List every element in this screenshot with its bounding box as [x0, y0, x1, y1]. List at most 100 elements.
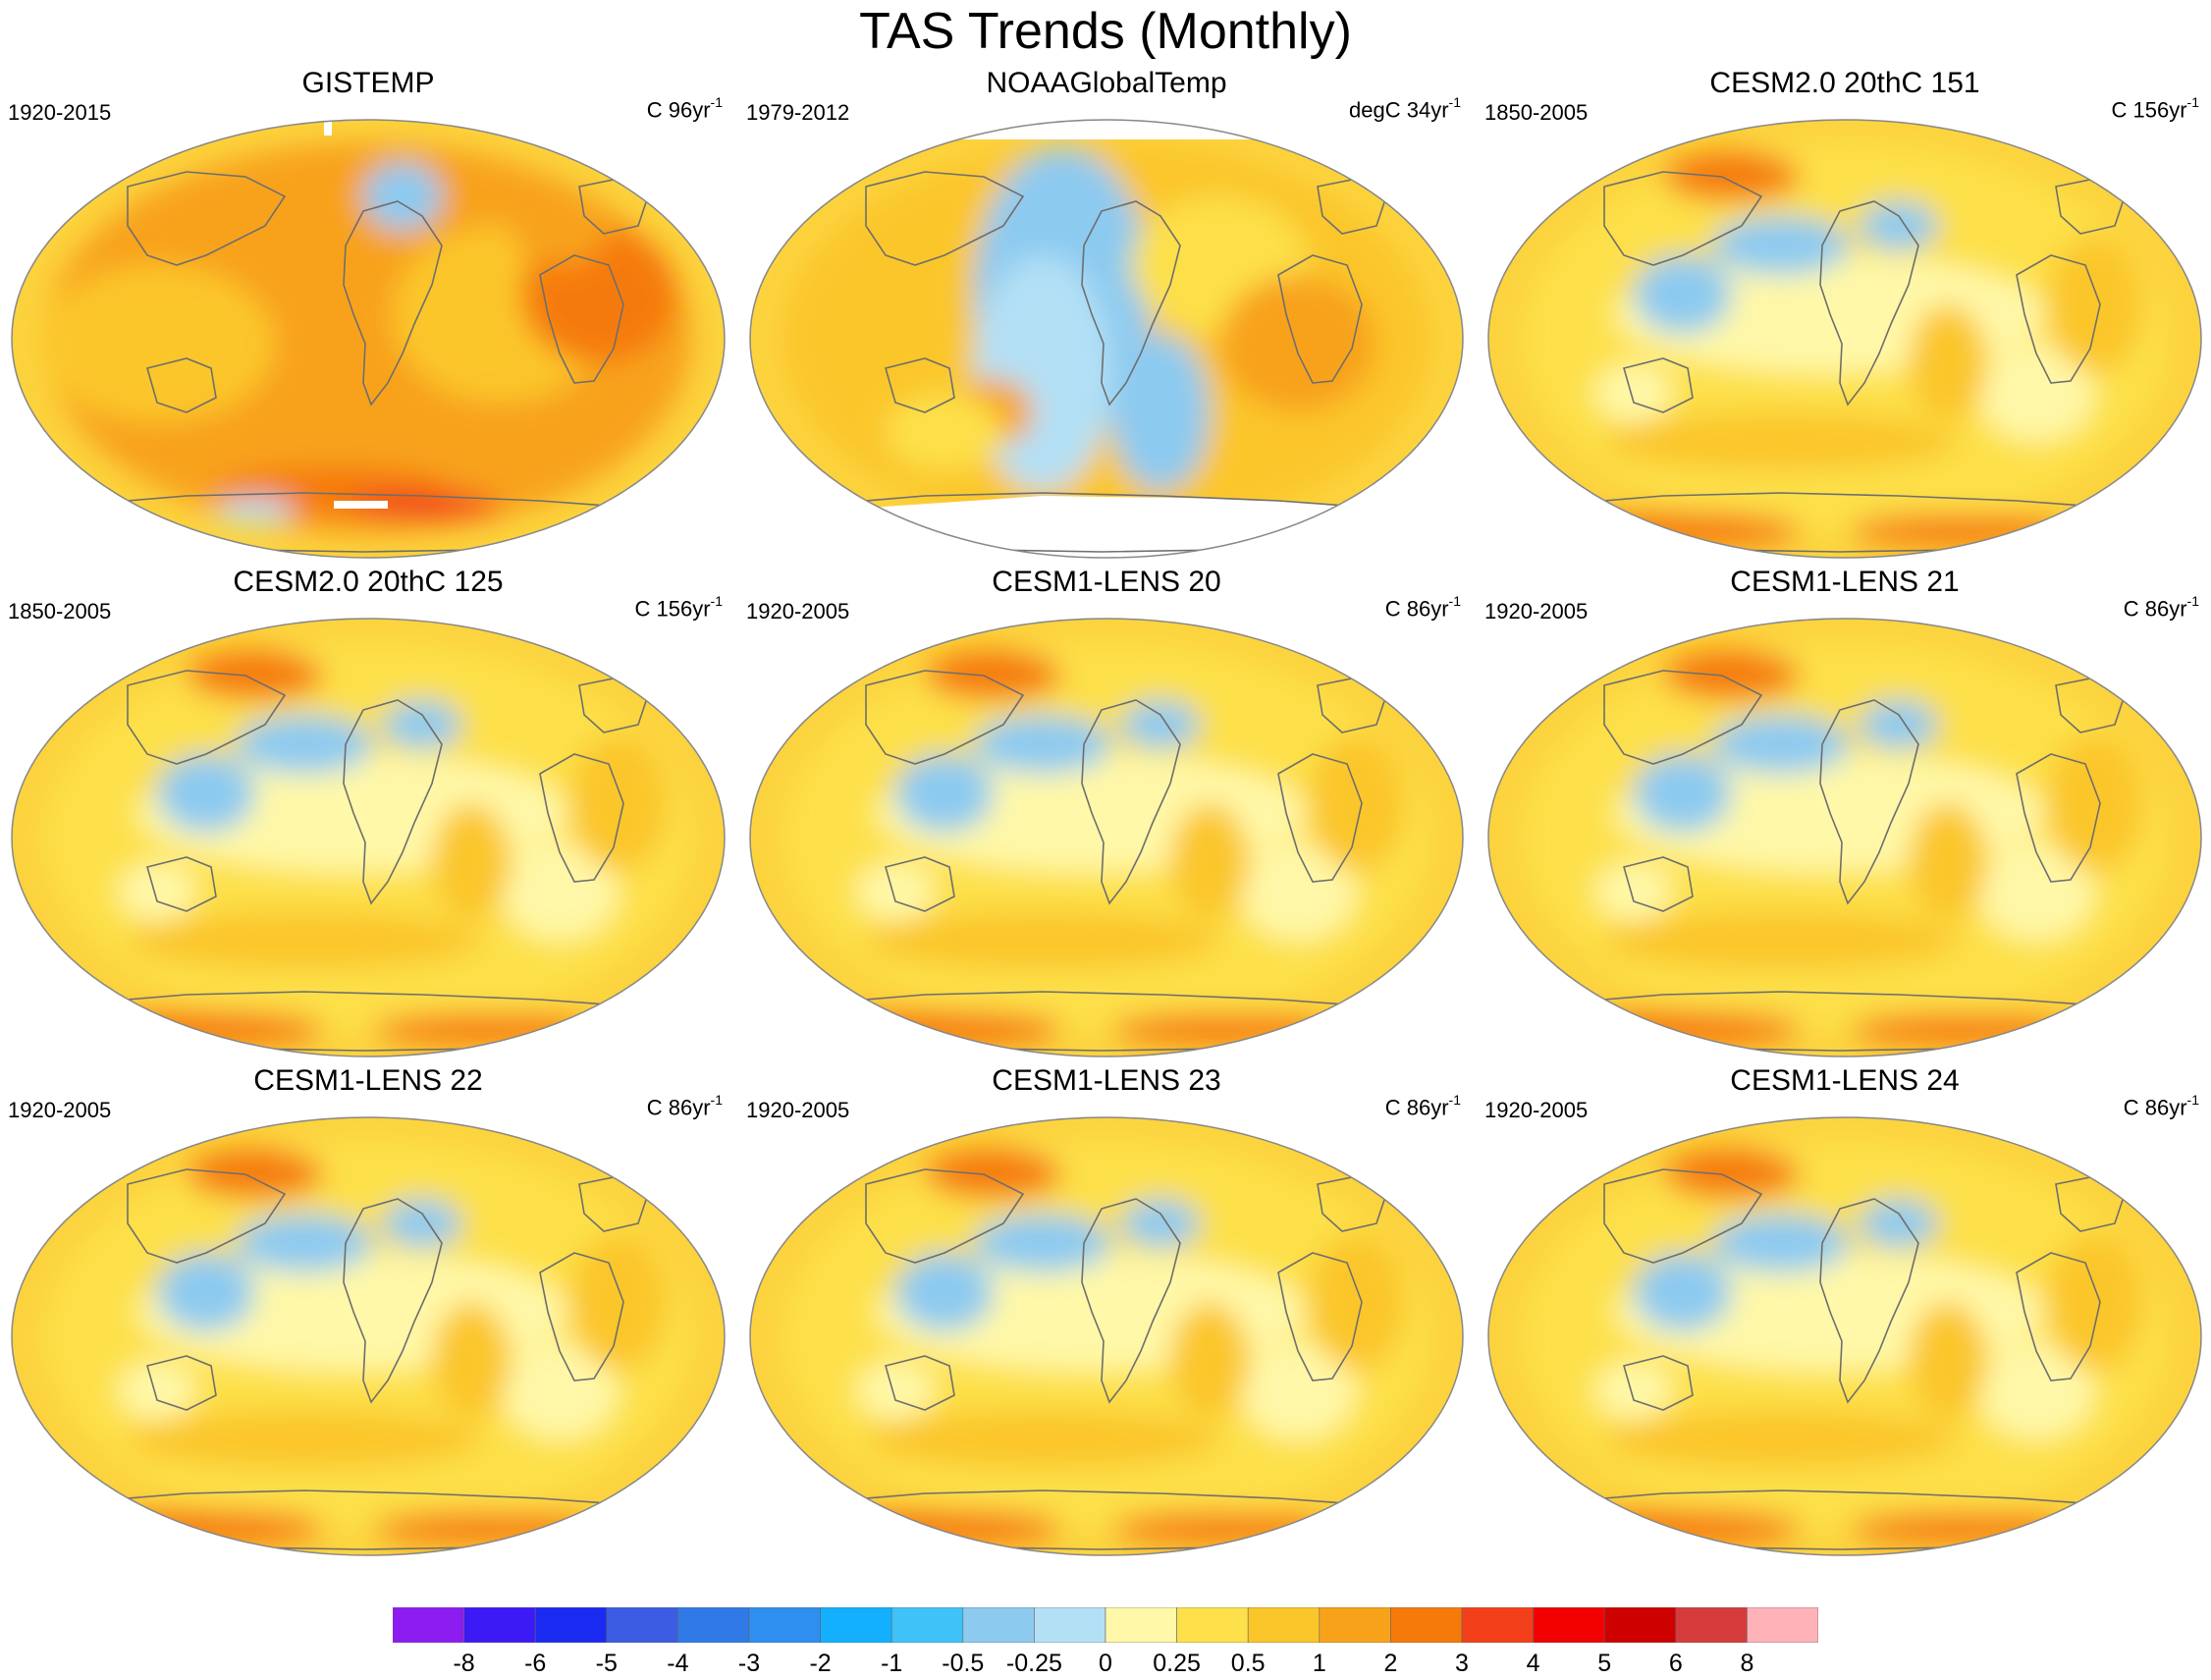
panel-units: C 156yr-1 — [2111, 94, 2200, 123]
colorbar-label: -2 — [809, 1650, 832, 1677]
continent-outline — [885, 1355, 955, 1411]
trend-region — [128, 1410, 481, 1469]
continent-outline — [1623, 1355, 1694, 1411]
trend-region — [2046, 236, 2144, 373]
continent-outline — [539, 254, 624, 384]
trend-region — [1604, 911, 1958, 970]
continent-outline — [2016, 254, 2101, 384]
trend-region — [373, 1512, 589, 1544]
panel-units: C 86yr-1 — [646, 1092, 723, 1120]
panel-units: C 86yr-1 — [2123, 593, 2199, 622]
trend-region — [827, 1011, 1062, 1047]
trend-region — [1170, 803, 1249, 921]
panel-period: 1920-2005 — [1484, 599, 1589, 623]
map-panel: CESM2.0 20thC 151 1850-2005 C 156yr-1 — [1477, 67, 2211, 559]
colorbar-box — [1319, 1607, 1391, 1643]
panel-title: CESM1-LENS 21 — [1730, 566, 1960, 598]
map-panel: GISTEMP 1920-2015 C 96yr-1 — [0, 67, 736, 559]
trend-region — [866, 1410, 1219, 1469]
continent-outline — [1603, 1168, 1763, 1264]
trend-region — [1663, 1150, 1801, 1199]
trend-region — [974, 1214, 1111, 1273]
trend-region — [118, 1361, 196, 1420]
trend-region — [1712, 216, 1850, 275]
trend-region — [383, 700, 461, 749]
trend-region — [128, 911, 481, 970]
trend-region — [1594, 1361, 1673, 1420]
colorbar-box — [1603, 1607, 1677, 1643]
colorbar-box — [1176, 1607, 1249, 1643]
trend-region — [1850, 515, 2066, 546]
continent-outline — [885, 357, 955, 413]
missing-data-region — [827, 496, 1416, 558]
panel-units: C 86yr-1 — [1384, 593, 1461, 622]
colorbar-box — [890, 1607, 964, 1643]
colorbar-label: -6 — [524, 1650, 547, 1677]
map-border — [11, 119, 726, 559]
continent-outline — [1277, 1252, 1363, 1382]
trend-region — [511, 187, 609, 265]
colorbar-label: -8 — [453, 1650, 475, 1677]
trend-region — [866, 911, 1219, 970]
map-border — [11, 1116, 726, 1556]
trend-region — [1860, 1199, 1938, 1248]
continent-outline — [1623, 856, 1694, 912]
trend-region — [1634, 1253, 1732, 1331]
panel-title: CESM2.0 20thC 151 — [1709, 67, 1980, 99]
colorbar-box — [393, 1607, 464, 1643]
trend-region — [895, 1253, 994, 1331]
missing-data-region — [334, 501, 388, 509]
continent-outline — [1277, 254, 1363, 384]
colorbar-box — [1461, 1607, 1534, 1643]
panel-period: 1920-2005 — [1484, 1098, 1589, 1122]
map-border — [749, 119, 1464, 559]
colorbar-label: -5 — [595, 1650, 618, 1677]
trend-region — [1712, 715, 1850, 774]
trend-region — [373, 1013, 589, 1045]
trend-region — [1594, 363, 1673, 422]
colorbar-box — [1105, 1607, 1177, 1643]
colorbar-box — [1533, 1607, 1605, 1643]
trend-region — [1663, 152, 1801, 201]
trend-region — [1850, 1512, 2066, 1544]
trend-region — [1594, 862, 1673, 921]
map-panel: CESM2.0 20thC 125 1850-2005 C 156yr-1 — [0, 566, 736, 1057]
colorbar-box — [1747, 1607, 1818, 1643]
trend-region — [1121, 1199, 1200, 1248]
panel-period: 1850-2005 — [1484, 100, 1589, 125]
panel-period: 1920-2005 — [746, 1098, 850, 1122]
continent-outline — [127, 1168, 287, 1264]
trend-region — [1604, 1410, 1958, 1469]
trend-region — [1977, 842, 2095, 941]
colorbar-label: -0.25 — [1005, 1650, 1062, 1677]
panel-title: CESM1-LENS 24 — [1730, 1064, 1960, 1097]
trend-region — [974, 715, 1111, 774]
panel-period: 1850-2005 — [8, 599, 112, 623]
continent-outline — [343, 1198, 443, 1404]
trend-region — [1308, 734, 1406, 872]
colorbar-label: -1 — [881, 1650, 903, 1677]
continent-outline — [146, 856, 217, 912]
trend-region — [1239, 842, 1357, 941]
continent-outline — [127, 670, 287, 765]
trend-region — [1565, 1510, 1801, 1545]
trend-region — [886, 393, 1003, 471]
trend-region — [1634, 255, 1732, 334]
colorbar-box — [1675, 1607, 1748, 1643]
trend-region — [157, 1253, 255, 1331]
map-border — [11, 618, 726, 1057]
trend-region — [974, 255, 1111, 491]
colorbar-box — [1390, 1607, 1463, 1643]
colorbar-box — [677, 1607, 750, 1643]
trend-region — [1850, 1013, 2066, 1045]
map-panel: CESM1-LENS 24 1920-2005 C 86yr-1 — [1477, 1064, 2211, 1556]
trend-region — [827, 206, 964, 363]
continent-outline — [1603, 670, 1763, 765]
trend-region — [827, 1510, 1062, 1545]
trend-region — [1712, 1214, 1850, 1273]
robinson-map — [749, 618, 1464, 1057]
panel-units: C 156yr-1 — [634, 593, 724, 622]
continent-outline — [865, 1168, 1025, 1264]
continent-outline — [2016, 1252, 2101, 1382]
colorbar-label: -4 — [667, 1650, 689, 1677]
